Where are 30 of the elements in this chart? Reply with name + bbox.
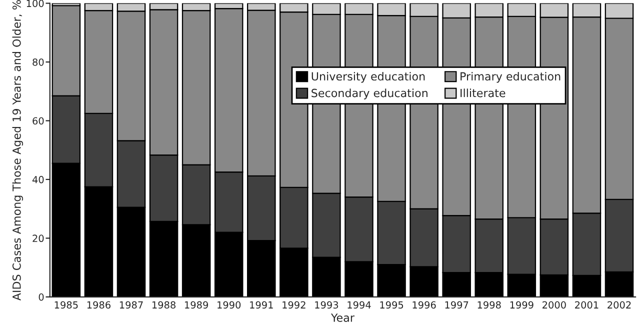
x-tick-label: 1988 [152, 301, 176, 309]
x-axis-title: Year [330, 314, 354, 322]
x-tick-label: 1993 [315, 301, 338, 309]
x-tick-label: 1986 [87, 301, 110, 309]
y-axis-title: AIDS Cases Among Those Aged 19 Years and Older, % [12, 0, 24, 301]
y-tick-label: 0 [38, 293, 44, 301]
legend-label: University education [312, 72, 425, 83]
y-tick-label: 100 [26, 0, 44, 8]
x-tick-label: 2002 [608, 301, 631, 309]
x-tick-label: 2000 [542, 301, 566, 309]
x-tick-label: 1994 [348, 301, 371, 309]
x-tick-label: 1991 [250, 301, 273, 309]
x-tick-label: 1995 [380, 301, 404, 309]
legend-label: Primary education [460, 72, 560, 83]
y-tick-label: 40 [32, 176, 44, 184]
x-tick-label: 1989 [185, 301, 208, 309]
y-tick-label: 20 [32, 234, 44, 242]
x-tick-label: 1990 [218, 301, 241, 309]
x-tick-label: 1997 [445, 301, 468, 309]
legend-label: Illiterate [460, 88, 506, 98]
legend-label: Secondary education [312, 88, 428, 100]
x-tick-label: 1985 [54, 301, 78, 309]
x-tick-label: 1987 [120, 301, 143, 309]
x-tick-label: 1992 [282, 301, 306, 309]
x-tick-label: 2001 [575, 301, 598, 309]
x-tick-label: 1998 [478, 301, 501, 309]
x-tick-label: 1996 [412, 301, 436, 309]
x-tick-label: 1999 [510, 301, 534, 309]
y-tick-label: 80 [32, 58, 44, 66]
y-tick-label: 60 [32, 117, 44, 125]
